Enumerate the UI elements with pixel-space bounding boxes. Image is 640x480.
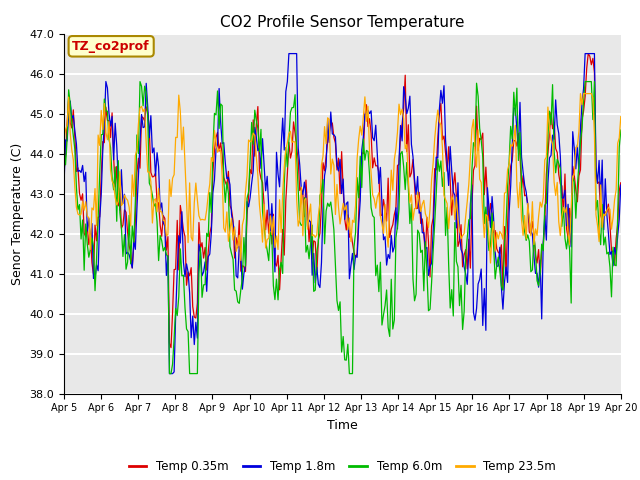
Text: TZ_co2prof: TZ_co2prof	[72, 40, 150, 53]
Y-axis label: Senor Temperature (C): Senor Temperature (C)	[11, 143, 24, 285]
Title: CO2 Profile Sensor Temperature: CO2 Profile Sensor Temperature	[220, 15, 465, 30]
X-axis label: Time: Time	[327, 419, 358, 432]
Legend: Temp 0.35m, Temp 1.8m, Temp 6.0m, Temp 23.5m: Temp 0.35m, Temp 1.8m, Temp 6.0m, Temp 2…	[124, 455, 561, 478]
